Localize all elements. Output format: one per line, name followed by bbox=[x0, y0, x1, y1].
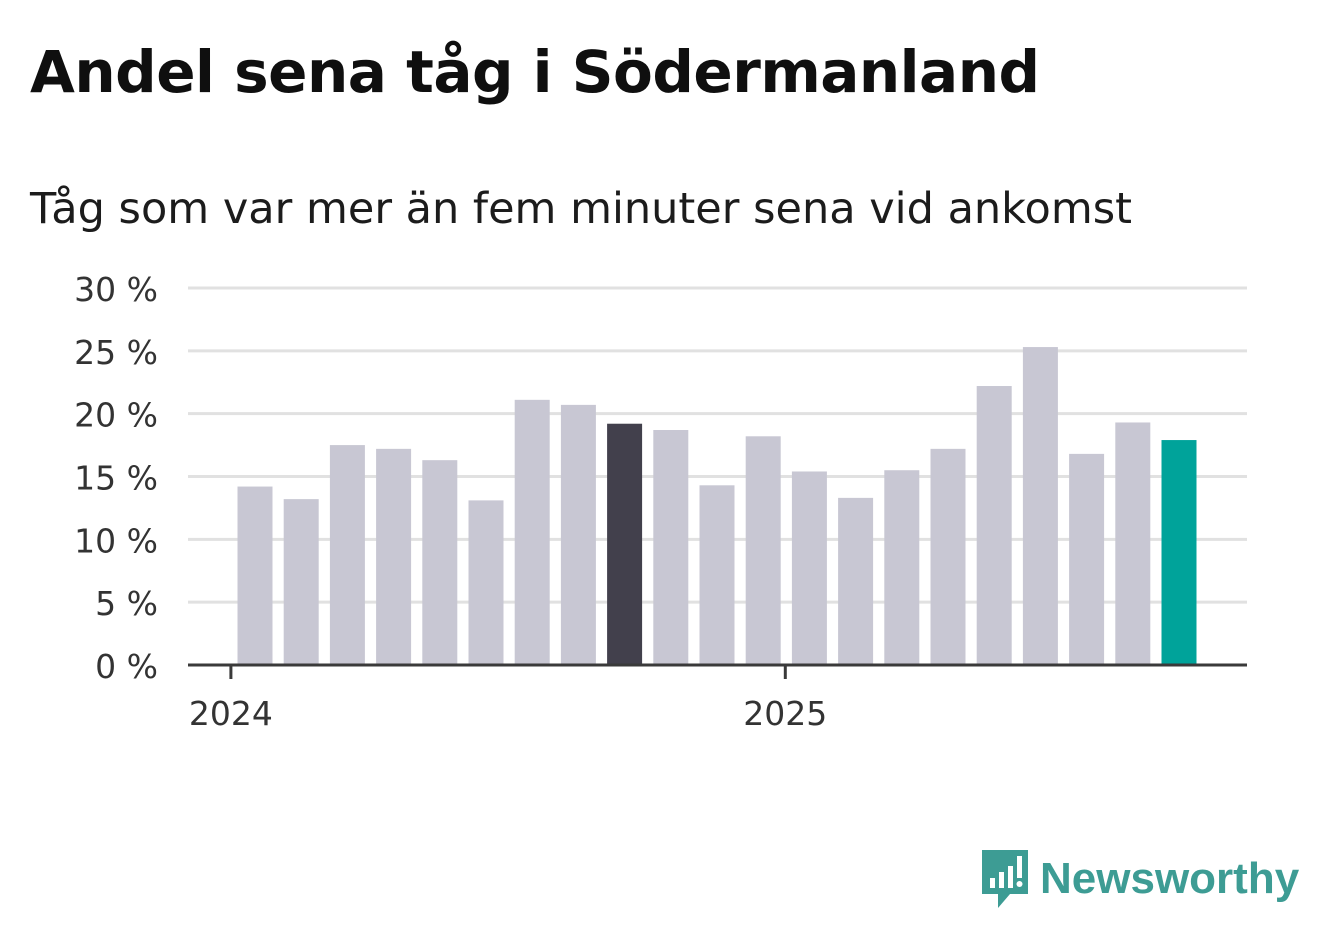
bar bbox=[930, 448, 966, 665]
bar bbox=[699, 485, 735, 665]
bar bbox=[468, 500, 504, 665]
y-tick-label: 30 % bbox=[74, 270, 158, 309]
bar bbox=[838, 497, 874, 665]
x-axis bbox=[188, 663, 1247, 679]
y-axis-tick-labels: 0 % 5 % 10 % 15 % 20 % 25 % 30 % bbox=[74, 270, 158, 686]
bar bbox=[976, 386, 1012, 665]
chart-subtitle: Tåg som var mer än fem minuter sena vid … bbox=[30, 184, 1133, 234]
newsworthy-logo[interactable]: Newsworthy bbox=[980, 848, 1299, 910]
y-tick-label: 10 % bbox=[74, 521, 158, 560]
bar bbox=[884, 470, 920, 665]
bar bbox=[1069, 453, 1105, 665]
y-tick-label: 5 % bbox=[95, 584, 158, 623]
bar bbox=[1115, 422, 1151, 665]
bar bbox=[1161, 440, 1197, 665]
chart-title: Andel sena tåg i Södermanland bbox=[30, 38, 1040, 106]
bar bbox=[791, 471, 827, 665]
bar bbox=[560, 404, 596, 665]
bar bbox=[514, 399, 550, 665]
bar bbox=[283, 499, 319, 665]
bar bbox=[237, 486, 273, 665]
x-axis-tick-labels: 2024 2025 bbox=[189, 694, 827, 733]
bar bbox=[329, 445, 365, 665]
bar bbox=[422, 460, 458, 665]
x-tick-label: 2024 bbox=[189, 694, 273, 733]
x-tick-label: 2025 bbox=[743, 694, 827, 733]
newsworthy-logo-icon bbox=[982, 850, 1028, 908]
y-tick-label: 0 % bbox=[95, 647, 158, 686]
y-tick-label: 15 % bbox=[74, 459, 158, 498]
y-tick-label: 20 % bbox=[74, 396, 158, 435]
bar bbox=[376, 448, 412, 665]
y-tick-label: 25 % bbox=[74, 333, 158, 372]
bar bbox=[1022, 347, 1058, 665]
bar bbox=[745, 436, 781, 665]
bar bbox=[607, 423, 643, 665]
newsworthy-logo-text: Newsworthy bbox=[1040, 854, 1300, 903]
bars bbox=[237, 347, 1197, 665]
bar bbox=[653, 430, 689, 665]
